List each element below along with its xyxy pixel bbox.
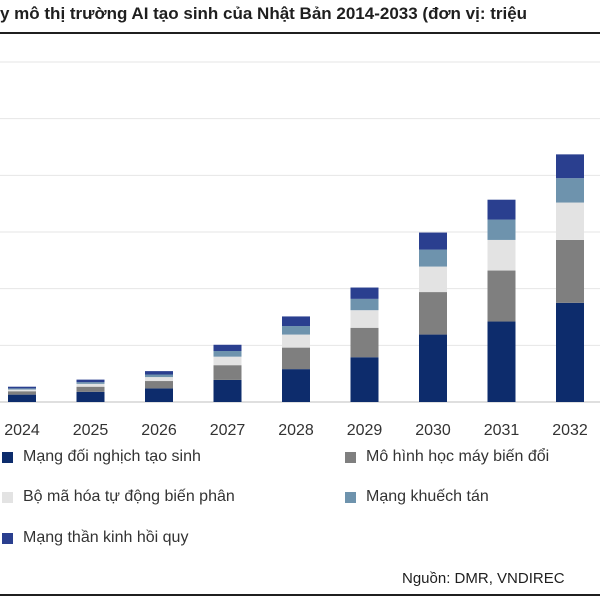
bar-segment-2026-s3 — [145, 374, 173, 378]
bar-segment-2030-s0 — [419, 334, 447, 402]
bar-segment-2027-s4 — [213, 344, 242, 351]
bar-segment-2030-s2 — [419, 266, 447, 293]
title-divider — [0, 32, 600, 34]
bar-segment-2024-s3 — [8, 388, 36, 390]
bar-segment-2026-s1 — [145, 381, 173, 389]
x-tick-label: 2030 — [415, 422, 451, 439]
bar-segment-2026-s2 — [145, 377, 173, 382]
legend-item-diffusion: Mạng khuếch tán — [345, 488, 489, 506]
legend-swatch — [2, 532, 13, 544]
x-tick-label: 2027 — [210, 422, 246, 439]
x-tick-label: 2025 — [73, 422, 109, 439]
legend-swatch — [345, 451, 356, 463]
bar-segment-2029-s0 — [350, 357, 379, 402]
bar-segment-2031-s0 — [487, 321, 516, 402]
legend-item-gan: Mạng đối nghịch tạo sinh — [2, 448, 201, 466]
bar-segment-2028-s2 — [282, 334, 310, 348]
bar-segment-2028-s1 — [282, 347, 310, 370]
legend-label: Bộ mã hóa tự động biến phân — [23, 488, 235, 505]
legend-label: Mạng khuếch tán — [366, 488, 489, 505]
bar-segment-2027-s0 — [213, 379, 242, 402]
bar-segment-2028-s3 — [282, 326, 310, 335]
bar-segment-2025-s1 — [76, 386, 105, 392]
bar-segment-2027-s1 — [213, 365, 242, 380]
stacked-bar-chart: 2024 2025 2026 2027 2028 2029 2030 2031 2032 — [0, 61, 600, 439]
legend-label: Mô hình học máy biến đổi — [366, 448, 550, 465]
x-tick-label: 2031 — [484, 422, 520, 439]
bar-segment-2026-s0 — [145, 388, 173, 402]
bar-segment-2032-s2 — [556, 202, 584, 240]
bar-segment-2027-s2 — [213, 356, 242, 366]
bar-segment-2032-s0 — [556, 302, 584, 402]
legend-swatch — [345, 491, 356, 503]
bar-segment-2025-s4 — [76, 379, 105, 383]
legend-item-transformer: Mô hình học máy biến đổi — [345, 448, 549, 466]
legend-label: Mạng đối nghịch tạo sinh — [23, 448, 201, 465]
chart-title: y mô thị trường AI tạo sinh của Nhật Bản… — [0, 4, 528, 23]
source-note: Nguồn: DMR, VNDIREC — [402, 570, 565, 587]
x-tick-label: 2032 — [552, 422, 588, 439]
legend-item-rnn: Mạng thần kinh hồi quy — [2, 529, 188, 547]
bar-segment-2031-s1 — [487, 270, 516, 322]
x-tick-label: 2028 — [278, 422, 314, 439]
bar-segment-2024-s2 — [8, 389, 36, 392]
bar-segment-2031-s3 — [487, 219, 516, 240]
bar-segment-2032-s4 — [556, 154, 584, 179]
legend-swatch — [2, 491, 13, 503]
bar-segment-2025-s0 — [76, 391, 105, 402]
bar-segment-2032-s3 — [556, 178, 584, 203]
bar-segment-2028-s4 — [282, 316, 310, 327]
bar-segment-2024-s4 — [8, 386, 36, 389]
x-tick-label: 2029 — [347, 422, 383, 439]
bar-segment-2025-s3 — [76, 382, 105, 384]
x-axis-tick-labels: 2024 2025 2026 2027 2028 2029 2030 2031 2032 — [4, 422, 588, 439]
bar-segment-2030-s1 — [419, 292, 447, 335]
bar-segment-2029-s1 — [350, 327, 379, 358]
bar-segment-2024-s1 — [8, 391, 36, 395]
legend-item-vae: Bộ mã hóa tự động biến phân — [2, 488, 235, 506]
legend-label: Mạng thần kinh hồi quy — [23, 529, 189, 546]
legend-swatch — [2, 451, 13, 463]
bar-segment-2029-s3 — [350, 298, 379, 311]
bar-segment-2031-s4 — [487, 199, 516, 220]
bar-segment-2032-s1 — [556, 239, 584, 303]
bar-segment-2029-s4 — [350, 287, 379, 299]
bar-segment-2025-s2 — [76, 383, 105, 387]
bars — [8, 154, 584, 402]
bottom-divider — [0, 594, 600, 596]
gridlines — [0, 61, 600, 403]
bar-segment-2028-s0 — [282, 369, 310, 402]
legend: Mạng đối nghịch tạo sinh Mô hình học máy… — [0, 446, 600, 556]
bar-segment-2031-s2 — [487, 239, 516, 271]
x-tick-label: 2024 — [4, 422, 40, 439]
bar-segment-2026-s4 — [145, 371, 173, 375]
bar-segment-2027-s3 — [213, 351, 242, 357]
bar-segment-2024-s0 — [8, 394, 36, 402]
bar-segment-2030-s4 — [419, 232, 447, 250]
bar-segment-2029-s2 — [350, 310, 379, 328]
x-tick-label: 2026 — [141, 422, 177, 439]
bar-segment-2030-s3 — [419, 249, 447, 267]
